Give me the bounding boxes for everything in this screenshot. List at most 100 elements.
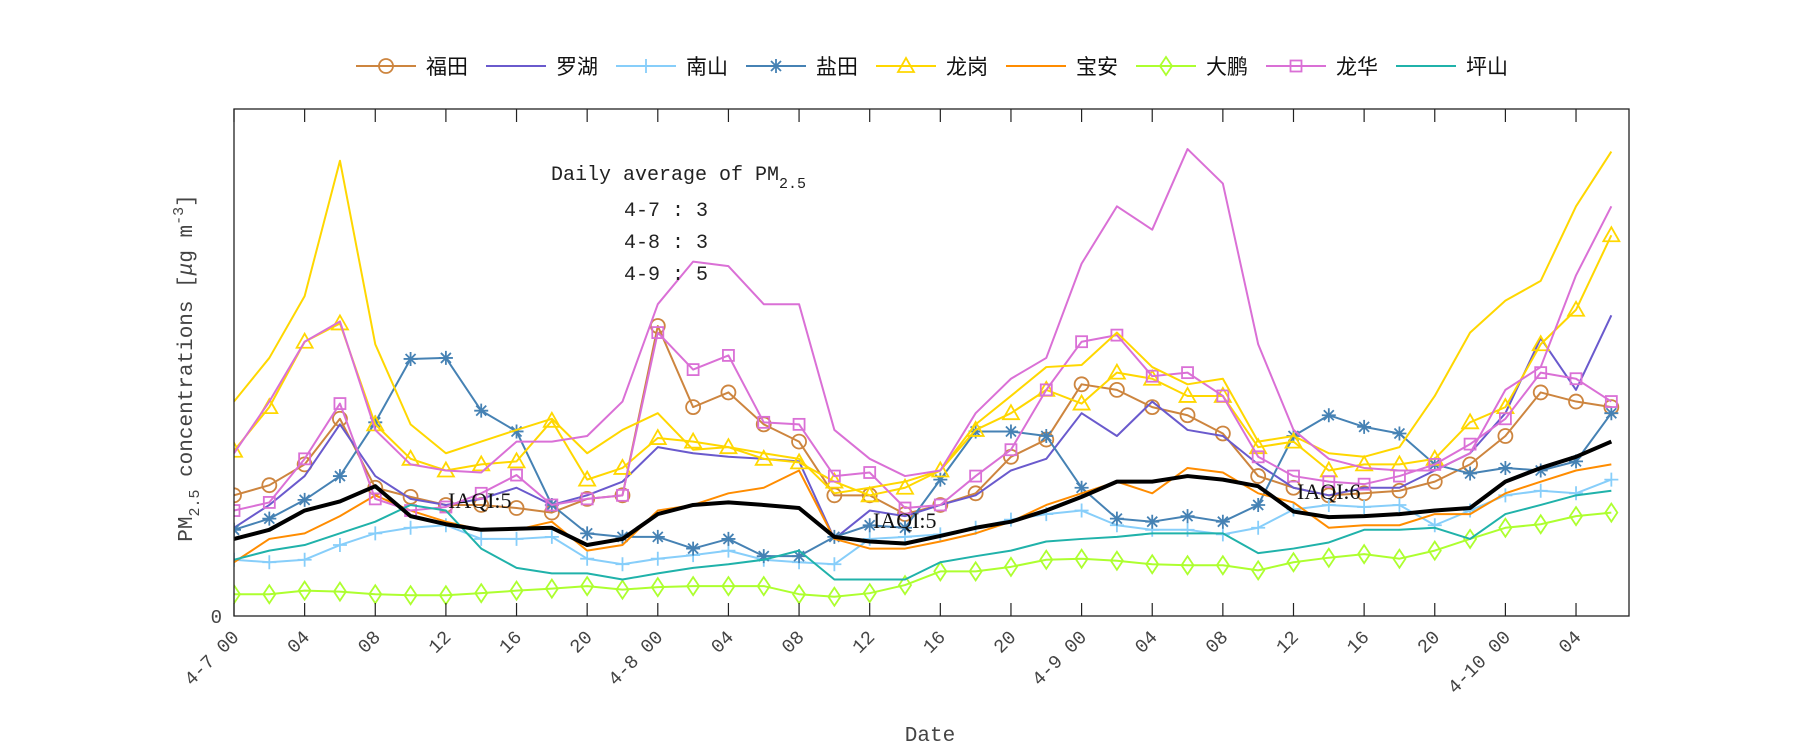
data-point	[1531, 334, 1551, 352]
data-point	[262, 496, 276, 509]
data-point	[1251, 497, 1266, 512]
y-label-unit: g m	[176, 225, 199, 263]
x-tick-label: 4-9 00	[1028, 627, 1092, 691]
data-point	[1248, 437, 1268, 455]
data-point	[1180, 509, 1195, 524]
data-point	[234, 583, 242, 605]
x-tick-label: 4-10 00	[1444, 627, 1516, 699]
data-point	[1321, 497, 1336, 512]
data-point	[721, 575, 736, 597]
data-point	[756, 575, 771, 597]
daily-average-line: 4-8 : 3	[624, 232, 708, 255]
data-point	[1039, 549, 1054, 571]
legend-item-罗湖: 罗湖	[486, 55, 598, 79]
data-point	[1142, 368, 1162, 386]
legend-item-龙华: 龙华	[1266, 55, 1378, 79]
series-line	[234, 151, 1613, 495]
data-point	[897, 574, 913, 596]
data-point	[862, 518, 877, 533]
data-point	[1532, 384, 1549, 401]
y-label-close: ]	[176, 194, 199, 207]
x-tick-label: 16	[919, 627, 951, 659]
data-point	[1286, 551, 1301, 573]
y-label-sub: 2.5	[187, 490, 204, 517]
data-point	[1392, 497, 1407, 512]
data-point	[580, 575, 595, 597]
data-point	[860, 485, 880, 503]
data-point	[402, 488, 419, 505]
data-point	[1072, 393, 1092, 411]
data-point	[234, 440, 244, 458]
data-point	[1604, 395, 1618, 408]
legend-marker	[1158, 55, 1174, 77]
data-point	[1177, 386, 1198, 403]
series-line	[234, 331, 1612, 512]
data-point	[933, 560, 948, 583]
data-point	[756, 549, 771, 564]
x-tick-label: 04	[707, 627, 739, 659]
series-南山	[234, 472, 1619, 572]
x-tick-label: 4-8 00	[604, 627, 668, 691]
data-point	[827, 557, 842, 572]
legend-marker	[896, 56, 916, 73]
x-tick-label: 4-7 00	[180, 627, 244, 691]
x-tick-label: 20	[566, 627, 598, 659]
series-line	[234, 148, 1613, 478]
series-line-11	[234, 148, 1613, 478]
data-point	[1003, 424, 1018, 439]
data-point	[403, 351, 418, 366]
data-point	[262, 583, 277, 605]
legend-marker	[378, 58, 394, 74]
data-point	[580, 492, 594, 506]
series-line	[234, 439, 1613, 548]
data-point	[1463, 466, 1478, 481]
legend-marker	[769, 59, 783, 73]
legend-label: 罗湖	[556, 55, 598, 79]
data-point	[1283, 431, 1304, 449]
data-point	[1074, 503, 1089, 518]
data-point	[262, 511, 277, 526]
y-label-mu: μ	[176, 263, 199, 277]
data-point	[1392, 426, 1407, 441]
series-line-9	[234, 439, 1613, 548]
data-point	[1003, 556, 1019, 578]
data-point	[683, 431, 703, 449]
data-point	[1039, 383, 1053, 397]
data-point	[544, 529, 559, 544]
data-point	[612, 458, 633, 475]
plot-frame	[233, 108, 1630, 617]
data-point	[333, 397, 347, 410]
data-point	[234, 504, 241, 517]
data-point	[895, 477, 915, 495]
data-point	[1145, 369, 1159, 383]
data-point	[1533, 513, 1548, 535]
data-point	[686, 363, 700, 376]
x-tick-label: 20	[1413, 627, 1445, 659]
data-point	[863, 466, 877, 479]
data-point	[1074, 548, 1089, 570]
data-point	[754, 449, 774, 466]
data-point	[791, 433, 807, 450]
series-line	[234, 511, 1612, 598]
data-point	[1109, 550, 1124, 572]
data-point	[580, 551, 595, 566]
data-point	[1180, 522, 1195, 537]
data-point	[615, 557, 630, 572]
data-point	[827, 586, 842, 608]
series-line	[234, 314, 1613, 540]
data-point	[506, 451, 527, 469]
data-point	[615, 579, 630, 601]
data-point	[1427, 518, 1442, 533]
data-point	[1533, 483, 1548, 498]
data-point	[1321, 408, 1336, 423]
data-point	[474, 486, 488, 500]
series-罗湖	[234, 314, 1613, 540]
legend-item-大鹏: 大鹏	[1136, 55, 1248, 79]
data-point	[1287, 469, 1300, 483]
data-point	[685, 399, 702, 416]
x-tick-label: 12	[1272, 627, 1304, 659]
data-point	[544, 577, 559, 600]
data-point	[898, 520, 913, 535]
iaqi-label: IAQI:5	[448, 488, 512, 513]
data-point	[720, 384, 737, 401]
